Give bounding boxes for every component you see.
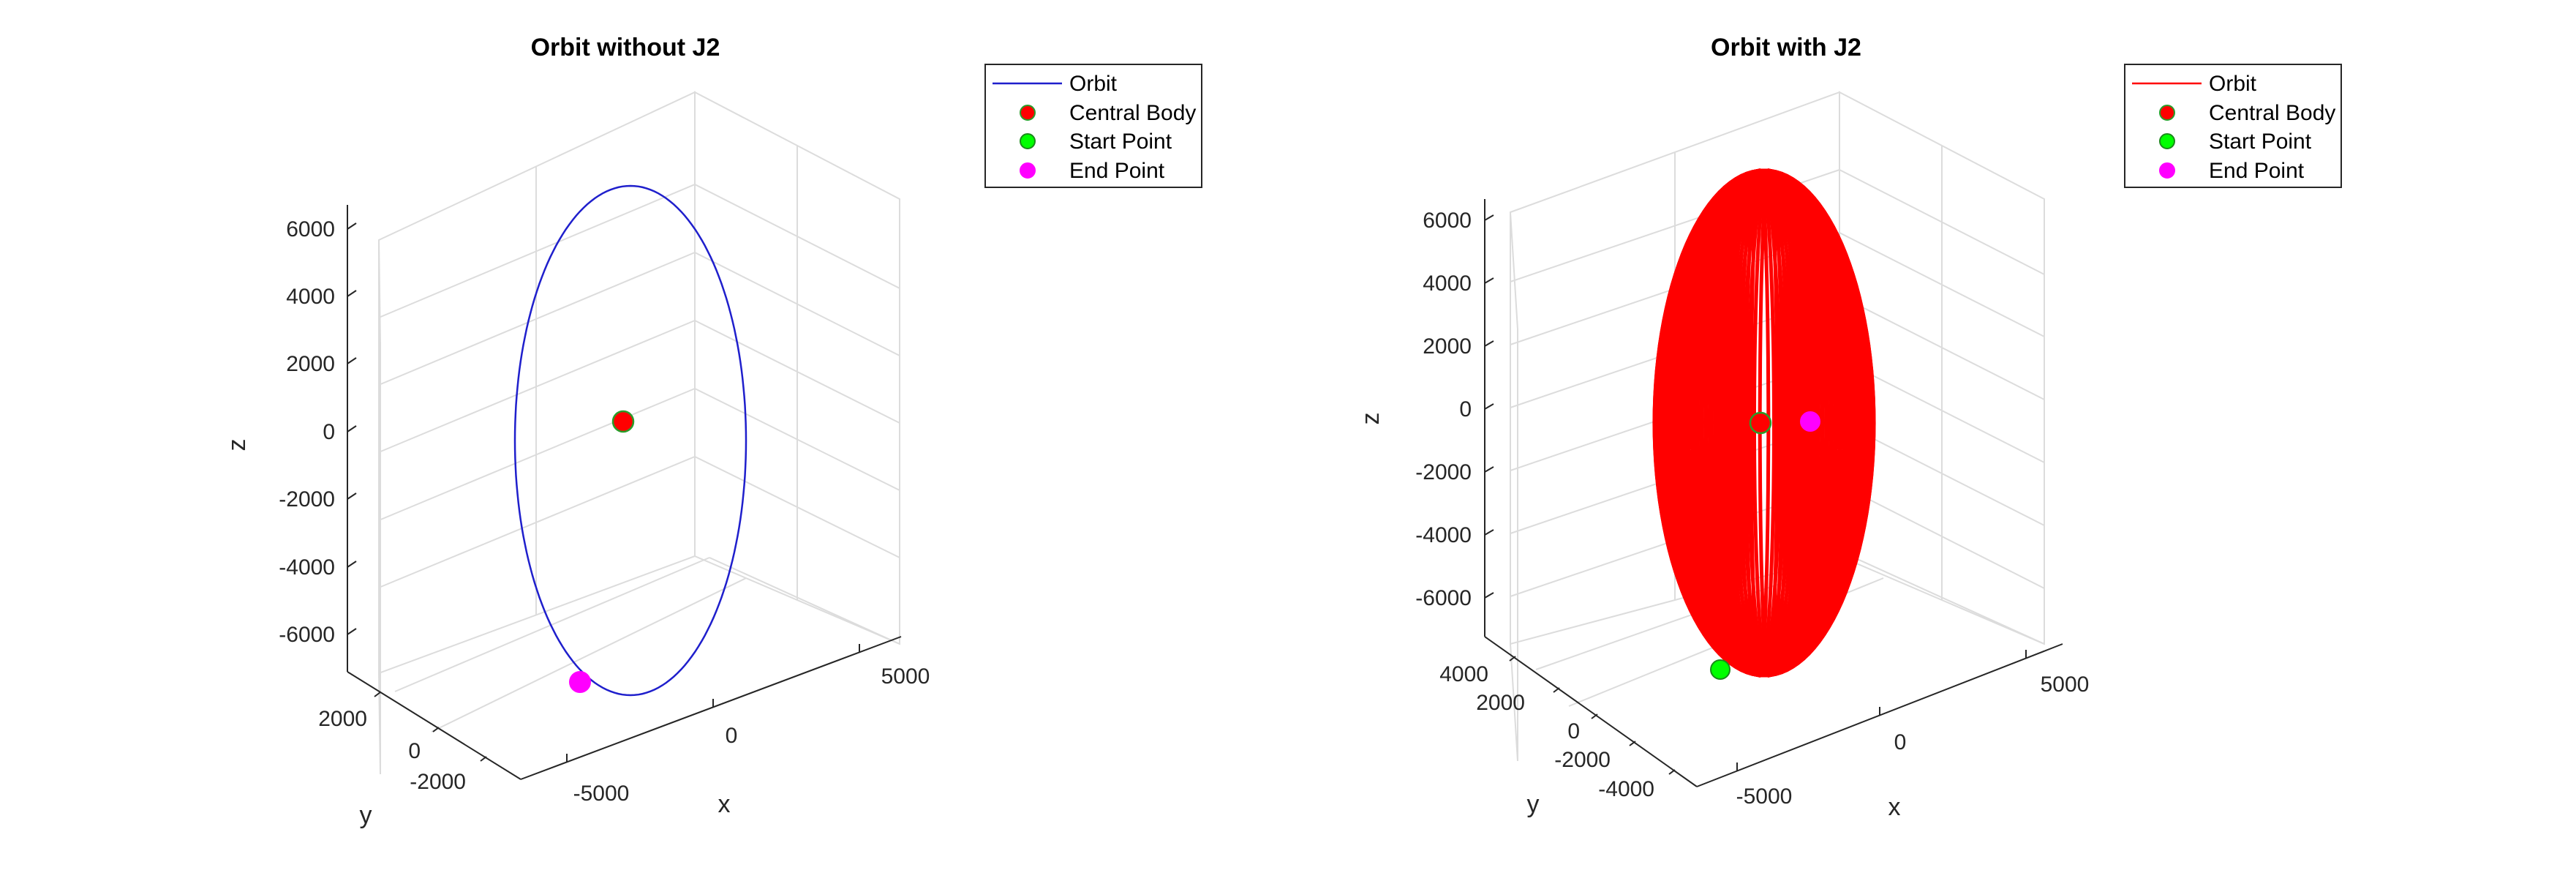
x-tick-labels: -5000 0 5000 bbox=[1736, 672, 2090, 809]
y-tick-label: -2000 bbox=[410, 770, 466, 794]
legend-label-orbit: Orbit bbox=[1069, 72, 1118, 96]
z-axis-label: z bbox=[223, 439, 251, 452]
x-tick-label: 5000 bbox=[2041, 672, 2090, 697]
chart-title: Orbit with J2 bbox=[1711, 34, 1861, 61]
z-tick-label: -4000 bbox=[279, 555, 335, 580]
legend-label-end-point: End Point bbox=[2209, 159, 2305, 183]
y-tick-label: 2000 bbox=[318, 707, 367, 731]
legend-end-point-swatch bbox=[2159, 162, 2175, 179]
axes-frame bbox=[1484, 199, 2063, 787]
y-tick-label: 0 bbox=[408, 739, 421, 763]
chart-title: Orbit without J2 bbox=[531, 34, 720, 61]
x-tick-label: 5000 bbox=[881, 664, 930, 689]
z-axis-label: z bbox=[1357, 413, 1385, 425]
orbit-revolution bbox=[1725, 168, 1811, 678]
y-tick-labels: 4000 2000 0 -2000 -4000 bbox=[1439, 662, 1654, 801]
orbit-revolution bbox=[1736, 168, 1801, 678]
orbit-revolution bbox=[1709, 168, 1826, 678]
z-tick-label: 2000 bbox=[286, 352, 335, 376]
x-tick-label: -5000 bbox=[1736, 784, 1793, 809]
z-tick-label: -2000 bbox=[1415, 460, 1472, 484]
x-tick-label: 0 bbox=[1894, 730, 1907, 754]
z-tick-label: 0 bbox=[323, 420, 335, 444]
panel-orbit-with-j2: Orbit with J2 bbox=[1357, 34, 2342, 821]
central-body-marker bbox=[611, 410, 635, 433]
x-tick-label: -5000 bbox=[573, 782, 630, 806]
legend-label-end-point: End Point bbox=[1069, 159, 1165, 183]
z-tick-label: 4000 bbox=[1423, 271, 1472, 296]
z-tick-label: -6000 bbox=[279, 623, 335, 647]
axes-grid bbox=[378, 91, 900, 775]
z-tick-labels: 6000 4000 2000 0 -2000 -4000 -6000 bbox=[1415, 209, 1472, 610]
orbit-revolution bbox=[1741, 168, 1796, 678]
orbit-revolution bbox=[1720, 168, 1816, 678]
z-tick-label: 6000 bbox=[286, 217, 335, 241]
legend-label-central-body: Central Body bbox=[2209, 101, 2335, 125]
axes-frame bbox=[347, 205, 902, 780]
orbit-band bbox=[1652, 168, 1876, 678]
orbit-revolution bbox=[1695, 168, 1839, 678]
orbit-revolution bbox=[1747, 168, 1790, 678]
z-tick-label: 0 bbox=[1459, 397, 1472, 421]
x-axis-label: x bbox=[1888, 793, 1901, 821]
orbit-revolution bbox=[1739, 168, 1782, 678]
y-axis-label: y bbox=[360, 801, 372, 829]
legend-label-start-point: Start Point bbox=[2209, 130, 2312, 154]
legend-end-point-swatch bbox=[1020, 162, 1036, 179]
legend-central-body-swatch bbox=[2159, 105, 2175, 121]
y-tick-label: -2000 bbox=[1554, 748, 1611, 772]
end-point-marker bbox=[1800, 411, 1820, 432]
z-tick-label: 6000 bbox=[1423, 209, 1472, 233]
orbit-revolution bbox=[1714, 168, 1820, 678]
z-tick-label: -6000 bbox=[1415, 586, 1472, 610]
orbit-line bbox=[513, 184, 747, 697]
x-tick-label: 0 bbox=[726, 724, 738, 748]
y-tick-label: -4000 bbox=[1598, 777, 1654, 801]
legend-label-orbit: Orbit bbox=[2209, 72, 2257, 96]
orbit-revolution bbox=[1704, 168, 1830, 678]
z-tick-label: -2000 bbox=[279, 487, 335, 512]
panel-orbit-without-j2: Orbit without J2 bbox=[223, 34, 1202, 829]
y-axis-label: y bbox=[1527, 790, 1540, 818]
x-tick-labels: -5000 0 5000 bbox=[573, 664, 930, 806]
legend-start-point-swatch bbox=[1020, 133, 1036, 149]
legend-label-central-body: Central Body bbox=[1069, 101, 1196, 125]
y-tick-labels: 2000 0 -2000 bbox=[318, 707, 466, 794]
z-tick-label: 4000 bbox=[286, 285, 335, 309]
orbit-revolution bbox=[1730, 168, 1806, 678]
end-point-marker bbox=[569, 671, 591, 693]
start-point-marker bbox=[1710, 659, 1730, 680]
x-axis-label: x bbox=[718, 790, 731, 818]
z-tick-label: 2000 bbox=[1423, 334, 1472, 359]
y-tick-label: 0 bbox=[1567, 719, 1580, 743]
legend-central-body-swatch bbox=[1020, 105, 1036, 121]
legend-start-point-swatch bbox=[2159, 133, 2175, 149]
z-tick-labels: 6000 4000 2000 0 -2000 -4000 -6000 bbox=[279, 217, 335, 647]
y-tick-label: 4000 bbox=[1439, 662, 1488, 686]
orbit-revolution bbox=[1700, 168, 1834, 678]
legend: Orbit Central Body Start Point End Point bbox=[2124, 64, 2342, 188]
legend-label-start-point: Start Point bbox=[1069, 130, 1172, 154]
legend: Orbit Central Body Start Point End Point bbox=[984, 64, 1202, 188]
central-body-marker bbox=[1749, 411, 1772, 435]
z-tick-label: -4000 bbox=[1415, 523, 1472, 547]
y-tick-label: 2000 bbox=[1476, 691, 1525, 715]
orbit-revolution bbox=[1744, 168, 1776, 678]
